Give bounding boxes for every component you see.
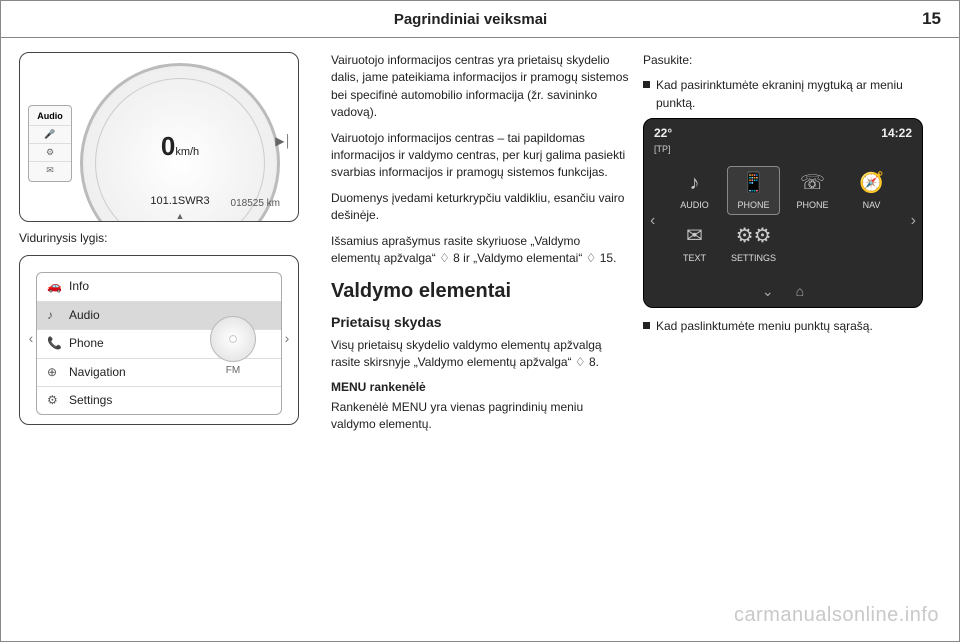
tp-indicator: [TP] — [654, 143, 672, 156]
tile-text: ✉ TEXT — [668, 219, 721, 268]
car-icon: 🚗 — [47, 278, 61, 295]
fm-disc: FM — [198, 316, 268, 379]
gears-icon: ⚙⚙ — [739, 224, 769, 248]
column-right: Pasukite: Kad pasirinktumėte ekraninį my… — [643, 52, 941, 442]
speed-value: 0 — [161, 131, 175, 161]
tile-label: SETTINGS — [731, 252, 776, 265]
body-text: Vairuotojo informacijos centras yra prie… — [331, 52, 629, 122]
tile-label: PHONE — [796, 199, 828, 212]
bullet-text: Kad pasirinktumėte ekraninį mygtuką ar m… — [656, 77, 941, 112]
temperature: 22° — [654, 125, 672, 142]
mail-icon: ✉ — [680, 224, 710, 248]
square-bullet-icon — [643, 81, 650, 88]
audio-icon: ♪ — [680, 171, 710, 195]
home-right-arrow-icon: › — [911, 209, 916, 232]
speedo-side-audio: Audio — [29, 108, 71, 125]
tile-label: PHONE — [737, 199, 769, 212]
bullet-item: Kad paslinktumėte meniu punktų sąrašą. — [643, 318, 941, 335]
watermark: carmanualsonline.info — [734, 604, 939, 627]
column-middle: Vairuotojo informacijos centras yra prie… — [331, 52, 629, 442]
tile-settings: ⚙⚙ SETTINGS — [727, 219, 780, 268]
bullet-text: Kad paslinktumėte meniu punktų sąrašą. — [656, 318, 873, 335]
menu-label: Audio — [69, 307, 100, 324]
caption-mid-level: Vidurinysis lygis: — [19, 230, 317, 247]
speedo-sidebar: Audio 🎤 ⚙ ✉ — [28, 105, 72, 182]
body-text: Rankenėlė MENU yra vienas pagrindinių me… — [331, 399, 629, 434]
tile-phone-selected: 📱 PHONE — [727, 166, 780, 215]
odometer: 018525 km — [231, 197, 280, 212]
phone-icon: 📱 — [739, 171, 769, 195]
next-track-icon: ▶│ — [275, 133, 292, 150]
lead-pasukite: Pasukite: — [643, 52, 941, 69]
handset-icon: ☏ — [798, 171, 828, 195]
menu-label: Navigation — [69, 364, 126, 381]
page-number: 15 — [922, 9, 941, 29]
tile-label: NAV — [863, 199, 881, 212]
speedo-side-gear-icon: ⚙ — [29, 143, 71, 161]
disc-icon — [210, 316, 256, 362]
body-text: Duomenys įvedami keturkrypčiu valdikliu,… — [331, 190, 629, 225]
note-icon: ♪ — [47, 307, 61, 324]
tile-label: AUDIO — [680, 199, 709, 212]
subheading-menu-rank: MENU rankenėlė — [331, 379, 629, 396]
clock: 14:22 — [881, 125, 912, 142]
body-text: Visų prietaisų skydelio valdymo elementų… — [331, 337, 629, 372]
menu-label: Phone — [69, 335, 104, 352]
menu-label: Settings — [69, 392, 112, 409]
compass-icon: 🧭 — [857, 171, 887, 195]
menu-row-info: 🚗 Info — [37, 273, 281, 300]
body-text: Vairuotojo informacijos centras – tai pa… — [331, 130, 629, 182]
menu-left-arrow-icon: ‹ — [24, 326, 38, 350]
body-text: Išsamius aprašymus rasite skyriuose „Val… — [331, 233, 629, 268]
tile-label: TEXT — [683, 252, 706, 265]
subheading-prietaisu: Prietaisų skydas — [331, 312, 629, 332]
menu-label: Info — [69, 278, 89, 295]
fm-label: FM — [226, 365, 240, 376]
speedo-side-mic-icon: 🎤 — [29, 125, 71, 143]
gear-icon: ⚙ — [47, 392, 61, 409]
speedo-side-mail-icon: ✉ — [29, 161, 71, 179]
heading-valdymo: Valdymo elementai — [331, 277, 629, 306]
radio-station: 101.1SWR3 — [150, 194, 209, 210]
header-title: Pagrindiniai veiksmai — [394, 11, 547, 28]
home-left-arrow-icon: ‹ — [650, 209, 655, 232]
menu-row-settings: ⚙ Settings — [37, 386, 281, 414]
globe-icon: ⊕ — [47, 364, 61, 381]
tile-phone: ☏ PHONE — [786, 166, 839, 215]
bullet-item: Kad pasirinktumėte ekraninį mygtuką ar m… — [643, 77, 941, 112]
figure-speedometer: Audio 🎤 ⚙ ✉ 0km/h 101.1SWR3 ▲ FM ▼ ▶│ 01… — [19, 52, 299, 222]
figure-home-screen: 22° [TP] 14:22 ‹ › ♪ AUDIO 📱 PHONE — [643, 118, 923, 308]
column-left: Audio 🎤 ⚙ ✉ 0km/h 101.1SWR3 ▲ FM ▼ ▶│ 01… — [19, 52, 317, 442]
tile-nav: 🧭 NAV — [845, 166, 898, 215]
home-down-arrow-icon: ⌄ — [762, 281, 774, 301]
menu-right-arrow-icon: › — [280, 326, 294, 350]
square-bullet-icon — [643, 322, 650, 329]
home-house-icon: ⌂ — [796, 281, 804, 301]
phone-icon: 📞 — [47, 335, 61, 352]
figure-menu: ‹ › 🚗 Info ♪ Audio 📞 Phone — [19, 255, 299, 425]
tile-audio: ♪ AUDIO — [668, 166, 721, 215]
up-arrow-icon: ▲ — [150, 210, 209, 222]
speed-unit: km/h — [175, 146, 199, 158]
